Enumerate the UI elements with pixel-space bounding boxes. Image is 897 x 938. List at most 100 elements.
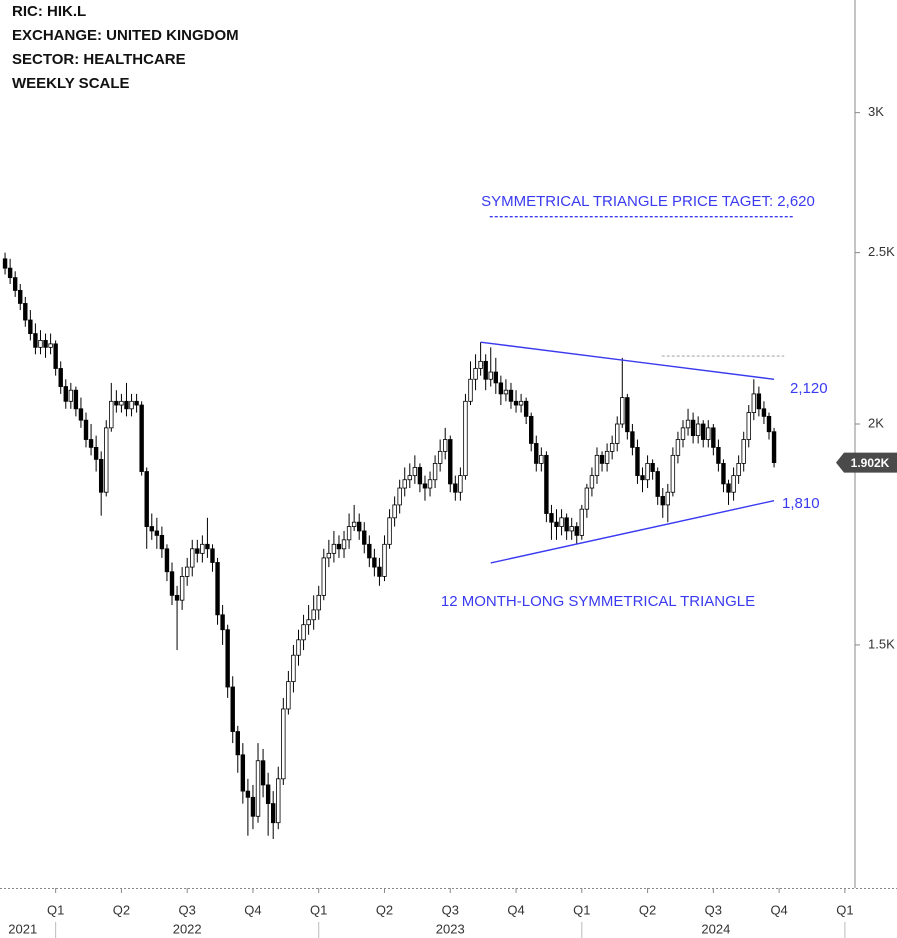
candle-body (301, 624, 306, 641)
candle-body (104, 427, 109, 493)
candle-body (377, 566, 382, 577)
candle-body (88, 439, 94, 448)
candle-body (609, 443, 615, 452)
candle-body (341, 539, 347, 550)
candle-body (129, 400, 134, 410)
candle-body (529, 415, 534, 444)
candle-body (695, 423, 701, 437)
candle-body (458, 475, 463, 493)
candle-body (402, 479, 407, 489)
candle-body (534, 443, 539, 464)
candle-body (625, 397, 630, 433)
candle-body (448, 439, 453, 485)
candle-body (164, 548, 170, 573)
candle-body (68, 389, 74, 402)
candle-body (599, 454, 605, 464)
candle-body (169, 571, 175, 596)
candle-body (63, 386, 68, 402)
candle-body (741, 439, 746, 464)
candle-body (43, 340, 48, 348)
candle-body (12, 277, 18, 291)
candle-body (503, 389, 509, 395)
candle-body (184, 566, 190, 577)
y-tick-label: 2.5K (868, 244, 895, 259)
candle-body (392, 504, 397, 519)
candle-body (346, 526, 352, 541)
candle-body (240, 754, 246, 792)
candle-body (645, 462, 650, 481)
candle-body (362, 530, 367, 545)
candle-body (640, 475, 645, 481)
annotation: 2,120 (790, 380, 828, 397)
x-tick-label: Q2 (639, 902, 656, 917)
candle-body (604, 450, 610, 464)
candle-body (245, 790, 251, 798)
candle-body (265, 784, 271, 804)
candle-body (690, 419, 696, 437)
candle-body (670, 454, 676, 493)
candle-body (326, 552, 332, 559)
y-tick-label: 2K (868, 415, 884, 430)
candle-body (281, 708, 286, 780)
candle-body (615, 423, 620, 444)
candle-body (574, 526, 579, 536)
candle-body (660, 496, 665, 506)
candle-body (83, 419, 89, 440)
candle-body (134, 400, 139, 406)
x-tick-label: Q1 (836, 902, 853, 917)
trend-line (490, 499, 775, 564)
candle-body (453, 483, 458, 493)
candle-body (746, 412, 751, 440)
candle-body (296, 639, 301, 656)
candle-body (195, 548, 200, 554)
x-tick-label: Q1 (573, 902, 590, 917)
x-tick-label: Q1 (310, 902, 327, 917)
header-line: EXCHANGE: UNITED KINGDOM (12, 27, 239, 44)
candle-body (650, 462, 655, 472)
candle-body (726, 483, 731, 493)
candle-body (716, 447, 721, 464)
candle-body (139, 404, 144, 472)
candle-body (311, 609, 316, 621)
candle-body (508, 389, 514, 402)
x-tick-label: Q1 (47, 902, 64, 917)
candle-body (655, 471, 660, 497)
annotation: 1,810 (782, 495, 820, 512)
candle-body (235, 731, 240, 756)
candle-body (559, 517, 564, 527)
candle-body (564, 517, 569, 532)
year-label: 2024 (701, 921, 730, 936)
candle-body (736, 462, 741, 477)
header-line: RIC: HIK.L (12, 3, 86, 20)
candle-body (270, 803, 276, 824)
candle-body (210, 548, 215, 563)
candle-body (372, 557, 377, 568)
candle-body (109, 400, 114, 429)
candle-body (291, 654, 296, 683)
x-tick-label: Q3 (705, 902, 722, 917)
candle-body (473, 368, 478, 380)
candle-body (179, 576, 185, 601)
annotation: 12 MONTH-LONG SYMMETRICAL TRIANGLE (441, 593, 755, 610)
candle-body (98, 458, 104, 493)
candle-body (427, 479, 433, 489)
candle-body (463, 400, 468, 477)
candle-body (701, 423, 706, 440)
header-line: WEEKLY SCALE (12, 75, 130, 92)
x-tick-label: Q4 (770, 902, 787, 917)
candle-body (675, 439, 681, 456)
candle-body (220, 614, 225, 631)
candle-body (437, 450, 443, 464)
candle-body (706, 427, 711, 440)
candle-body (518, 400, 524, 406)
last-price-badge (836, 452, 897, 473)
candle-body (680, 427, 686, 440)
candle-body (594, 454, 600, 477)
candle-body (33, 333, 38, 348)
candle-body (554, 521, 559, 527)
candle-body (190, 548, 195, 568)
candle-body (316, 594, 321, 611)
candle-body (443, 439, 448, 452)
candle-body (321, 557, 326, 596)
